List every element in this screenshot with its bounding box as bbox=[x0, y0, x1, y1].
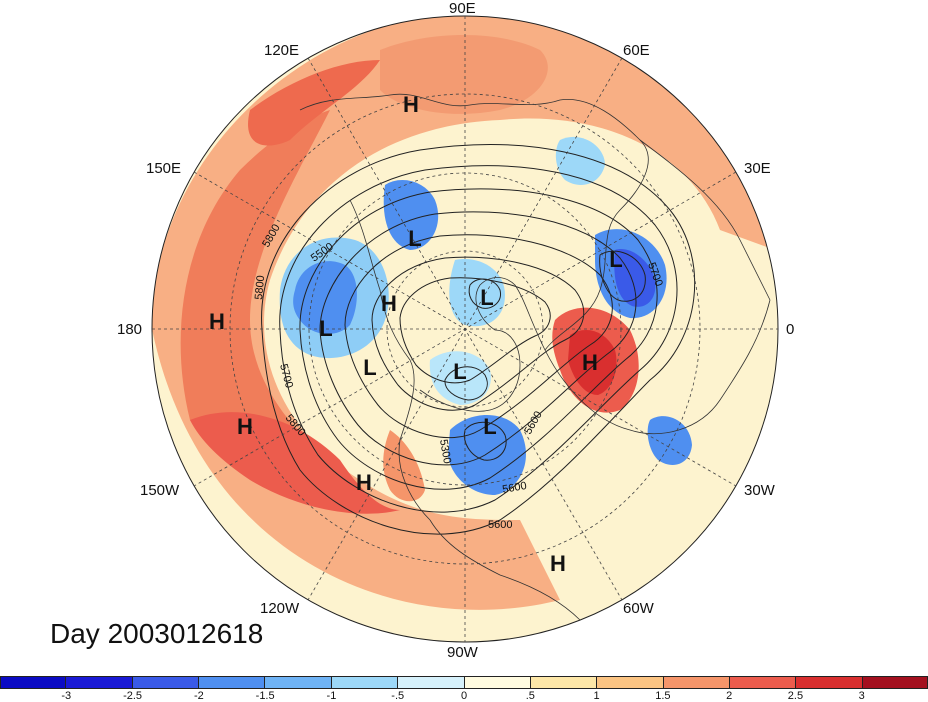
high-pressure-marker: H bbox=[550, 551, 566, 576]
lon-label-180: 180 bbox=[117, 321, 143, 338]
anomaly-cold-pacific-core bbox=[293, 261, 357, 335]
colorbar-cell bbox=[796, 676, 863, 689]
lon-label-120w: 120W bbox=[260, 600, 300, 617]
colorbar-cell bbox=[530, 676, 598, 689]
colorbar-tick-label: -2 bbox=[193, 690, 204, 702]
colorbar-cell bbox=[663, 676, 730, 689]
low-pressure-marker: L bbox=[480, 285, 493, 310]
anomaly-cold-siberia bbox=[383, 180, 439, 250]
lon-label-90e: 90E bbox=[449, 0, 476, 17]
colorbar-cell bbox=[398, 676, 465, 689]
lon-label-30w: 30W bbox=[744, 482, 775, 499]
lon-label-30e: 30E bbox=[744, 160, 771, 177]
colorbar-tick-label: 2 bbox=[726, 690, 733, 702]
colorbar-cell bbox=[597, 676, 664, 689]
colorbar-tick-label: -3 bbox=[61, 690, 72, 702]
colorbar-tick-label: 3 bbox=[858, 690, 865, 702]
anomaly-warm-nam bbox=[383, 430, 425, 502]
contour-label: 5300 bbox=[437, 438, 453, 464]
low-pressure-marker: L bbox=[408, 226, 421, 251]
colorbar-tick-label: 2.5 bbox=[787, 690, 804, 702]
colorbar-tick-label: -1 bbox=[326, 690, 337, 702]
colorbar-tick-label: -.5 bbox=[391, 690, 405, 702]
anomaly-cold-polar bbox=[429, 351, 491, 405]
lon-label-90w: 90W bbox=[447, 644, 478, 661]
colorbar-tick-label: 0 bbox=[460, 690, 468, 702]
lon-label-60w: 60W bbox=[623, 600, 654, 617]
anomaly-cold-atlantic bbox=[647, 416, 692, 465]
lon-label-60e: 60E bbox=[623, 42, 650, 59]
anomaly-warm-nw bbox=[248, 60, 380, 146]
height-contours bbox=[261, 144, 696, 535]
colorbar-cell bbox=[729, 676, 797, 689]
colorbar bbox=[0, 676, 928, 689]
contour-label: 5800 bbox=[253, 275, 267, 300]
low-pressure-marker: L bbox=[483, 414, 496, 439]
anomaly-cold-arctic bbox=[449, 259, 505, 327]
colorbar-cell bbox=[464, 676, 531, 689]
high-pressure-marker: H bbox=[403, 92, 419, 117]
colorbar-cell bbox=[0, 676, 67, 689]
colorbar-cell bbox=[132, 676, 200, 689]
coastlines bbox=[299, 93, 771, 621]
colorbar-cell bbox=[199, 676, 266, 689]
lon-label-120e: 120E bbox=[264, 42, 300, 59]
colorbar-tick-label: -1.5 bbox=[255, 690, 275, 702]
lon-label-150w: 150W bbox=[140, 482, 180, 499]
anomaly-warm-n bbox=[380, 35, 548, 114]
low-pressure-marker: L bbox=[609, 247, 622, 272]
lon-label-150e: 150E bbox=[146, 160, 182, 177]
high-pressure-marker: H bbox=[356, 470, 372, 495]
low-pressure-marker: L bbox=[453, 359, 466, 384]
colorbar-tick-label: .5 bbox=[525, 690, 535, 702]
contour-label: 5600 bbox=[501, 480, 527, 496]
anomaly-warm-west bbox=[180, 110, 340, 474]
colorbar-cell bbox=[331, 676, 399, 689]
map-title: Day 2003012618 bbox=[50, 618, 264, 649]
colorbar-cell bbox=[265, 676, 332, 689]
colorbar-tick-label: 1.5 bbox=[655, 690, 671, 702]
high-pressure-marker: H bbox=[209, 309, 225, 334]
high-pressure-marker: H bbox=[381, 291, 397, 316]
polar-map: 5800 5500 5800 5700 5800 5700 5600 5600 … bbox=[151, 15, 779, 643]
colorbar-cell bbox=[66, 676, 133, 689]
colorbar-cell bbox=[862, 676, 928, 689]
low-pressure-marker: L bbox=[319, 316, 332, 341]
colorbar-tick-label: -2.5 bbox=[123, 690, 143, 702]
lon-label-0: 0 bbox=[786, 321, 795, 338]
colorbar-tick-label: 1 bbox=[593, 690, 600, 702]
anomaly-warm-sw bbox=[190, 412, 400, 514]
high-pressure-marker: H bbox=[237, 414, 253, 439]
low-pressure-marker: L bbox=[363, 355, 376, 380]
anomaly-cold-ural bbox=[555, 136, 605, 185]
high-pressure-marker: H bbox=[582, 350, 598, 375]
contour-label: 5600 bbox=[488, 519, 512, 531]
graticule bbox=[152, 16, 778, 642]
